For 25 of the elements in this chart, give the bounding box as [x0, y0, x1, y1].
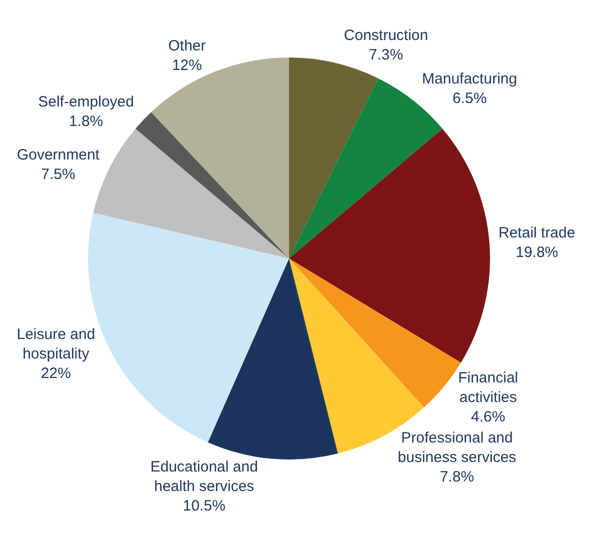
data-label: 7.3% — [368, 46, 404, 64]
data-label: 10.5% — [182, 498, 226, 515]
data-label: 22% — [40, 364, 71, 382]
slice-label: Self-employed — [38, 93, 134, 110]
slice-label: Educational and health services — [150, 458, 258, 496]
data-label: 12% — [172, 57, 202, 74]
pie-slice — [151, 58, 289, 258]
pie-slice — [136, 112, 289, 258]
data-label: 4.6% — [471, 408, 506, 426]
slice-label: Professional and business services — [398, 430, 516, 466]
slice-label: Financial activities — [458, 370, 518, 406]
slice-label: Government — [16, 146, 100, 164]
slice-label: Other — [168, 38, 206, 55]
slice-label: Construction — [344, 27, 428, 44]
data-label: 7.5% — [41, 166, 76, 183]
data-label: 7.8% — [440, 468, 474, 486]
pie-slice — [289, 258, 461, 408]
data-label: 1.8% — [68, 112, 104, 130]
data-label: 6.5% — [452, 90, 487, 108]
slice-label: Manufacturing — [422, 70, 518, 88]
slice-label: Leisure and hospitality — [16, 326, 96, 362]
pie-slice — [289, 128, 490, 363]
data-label: 19.8% — [516, 244, 558, 261]
slice-label: Retail trade — [498, 224, 576, 242]
pie-slice — [208, 258, 338, 460]
